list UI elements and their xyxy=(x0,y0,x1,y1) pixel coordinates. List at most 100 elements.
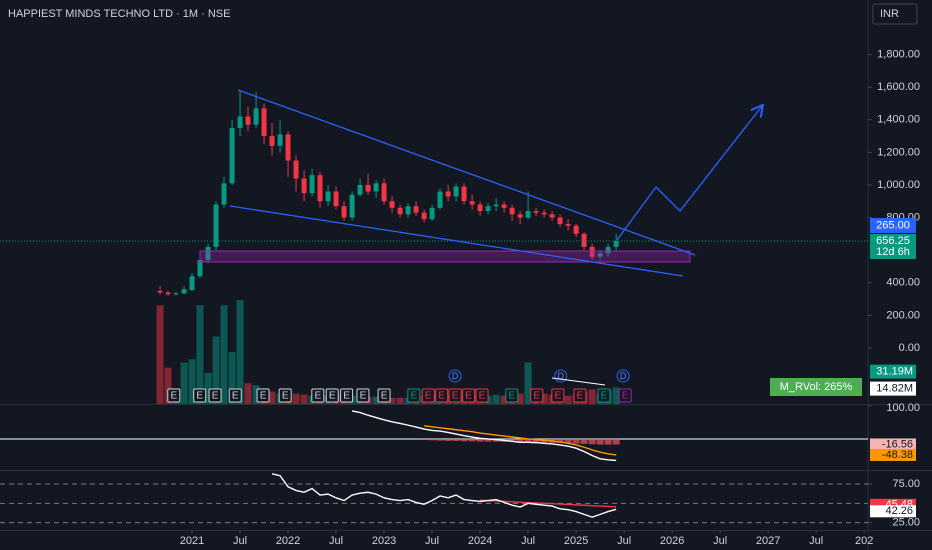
earnings-marker xyxy=(377,388,391,403)
earnings-label: E xyxy=(555,391,562,402)
candle-body xyxy=(477,204,483,212)
indicator-box xyxy=(770,378,862,396)
candle-body xyxy=(373,183,379,192)
candle-body xyxy=(485,206,491,212)
x-tick-label: 2024 xyxy=(468,535,492,547)
earnings-label: E xyxy=(508,391,515,402)
earnings-marker xyxy=(597,388,611,403)
dividend-marker xyxy=(448,369,462,383)
candle-body xyxy=(453,186,459,197)
x-tick-label: Jul xyxy=(521,535,535,547)
chart-title: HAPPIEST MINDS TECHNO LTD · 1M · NSE xyxy=(8,8,230,20)
macd-histogram-bar xyxy=(508,438,516,442)
candle-body xyxy=(237,116,243,128)
candle-body xyxy=(349,194,355,218)
support-zone[interactable] xyxy=(199,250,691,263)
candle-body xyxy=(397,207,403,215)
earnings-label: E xyxy=(533,391,540,402)
macd-histogram-bar xyxy=(460,438,468,442)
earnings-label: E xyxy=(314,391,321,402)
candle-body xyxy=(445,191,451,197)
earnings-marker xyxy=(193,388,207,403)
price-tag-box xyxy=(870,218,916,233)
candle-body xyxy=(205,246,211,260)
macd-histogram-bar xyxy=(452,438,460,441)
candle-body xyxy=(613,240,619,247)
candle-body xyxy=(189,276,195,291)
earnings-label: E xyxy=(329,391,336,402)
macd-histogram-bar xyxy=(604,438,612,445)
macd-histogram-bar xyxy=(468,438,476,442)
dividend-label: D xyxy=(452,371,459,381)
candle-body xyxy=(285,134,291,161)
volume-bar xyxy=(268,391,276,404)
volume-bar xyxy=(500,395,508,404)
earnings-label: E xyxy=(282,391,289,402)
macd-histogram-bar xyxy=(476,438,484,442)
volume-bar xyxy=(220,305,228,404)
volume-bar xyxy=(372,396,380,404)
macd-histogram-bar xyxy=(596,438,604,445)
x-tick-label: 202 xyxy=(855,535,873,547)
candle-body xyxy=(181,289,187,294)
earnings-marker xyxy=(421,388,435,403)
earnings-marker xyxy=(462,388,476,403)
candle-body xyxy=(597,253,603,257)
earnings-marker xyxy=(325,388,339,403)
earnings-marker xyxy=(530,388,544,403)
candle-body xyxy=(341,206,347,218)
volume-label-box xyxy=(870,364,916,379)
earnings-marker xyxy=(573,388,587,403)
rsi-label: 42.26 xyxy=(885,505,913,517)
projection-arrow[interactable] xyxy=(616,106,762,241)
volume-label: 14.82M xyxy=(876,383,913,395)
candle-body xyxy=(413,206,419,213)
macd-line xyxy=(351,410,617,462)
candle-body xyxy=(549,214,555,218)
candle-body xyxy=(381,183,387,202)
x-tick-label: 2023 xyxy=(372,535,396,547)
macd-label-box xyxy=(870,438,916,451)
y-tick-label: 200.00 xyxy=(886,309,920,321)
volume-label: 31.19M xyxy=(876,366,913,378)
candle-body xyxy=(557,217,563,225)
earnings-marker xyxy=(228,388,242,403)
candle-body xyxy=(421,212,427,220)
earnings-marker xyxy=(356,388,370,403)
y-tick-label: 1,800.00 xyxy=(877,49,920,61)
macd-histogram-bar xyxy=(588,438,596,445)
volume-bar xyxy=(180,362,188,404)
x-tick-label: 2025 xyxy=(564,535,588,547)
candle-body xyxy=(565,224,571,226)
candle-body xyxy=(277,134,283,146)
trend-line[interactable] xyxy=(237,89,696,256)
x-tick-label: 2021 xyxy=(180,535,204,547)
currency-box[interactable] xyxy=(872,3,918,25)
earnings-marker xyxy=(407,388,421,403)
drawing-line[interactable] xyxy=(551,377,606,386)
candle-body xyxy=(245,116,251,125)
volume-bar xyxy=(204,372,212,404)
volume-label-box xyxy=(870,381,916,396)
volume-bar xyxy=(212,336,220,404)
rsi-label-box xyxy=(870,505,916,518)
candle-body xyxy=(429,207,435,220)
volume-bar xyxy=(292,393,300,404)
currency[interactable]: INR xyxy=(880,8,899,20)
candle-body xyxy=(509,207,515,215)
volume-bar xyxy=(236,300,244,404)
dividend-marker xyxy=(616,369,630,383)
x-tick-label: Jul xyxy=(329,535,343,547)
candle-body xyxy=(437,191,443,208)
macd-label: -48.38 xyxy=(882,449,913,461)
volume-bar xyxy=(564,395,572,404)
trend-line[interactable] xyxy=(229,205,684,277)
macd-label: -16.56 xyxy=(882,438,913,450)
candle-body xyxy=(541,212,547,215)
volume-bar xyxy=(588,389,596,404)
volume-bar xyxy=(524,362,532,404)
volume-bar xyxy=(396,397,404,404)
